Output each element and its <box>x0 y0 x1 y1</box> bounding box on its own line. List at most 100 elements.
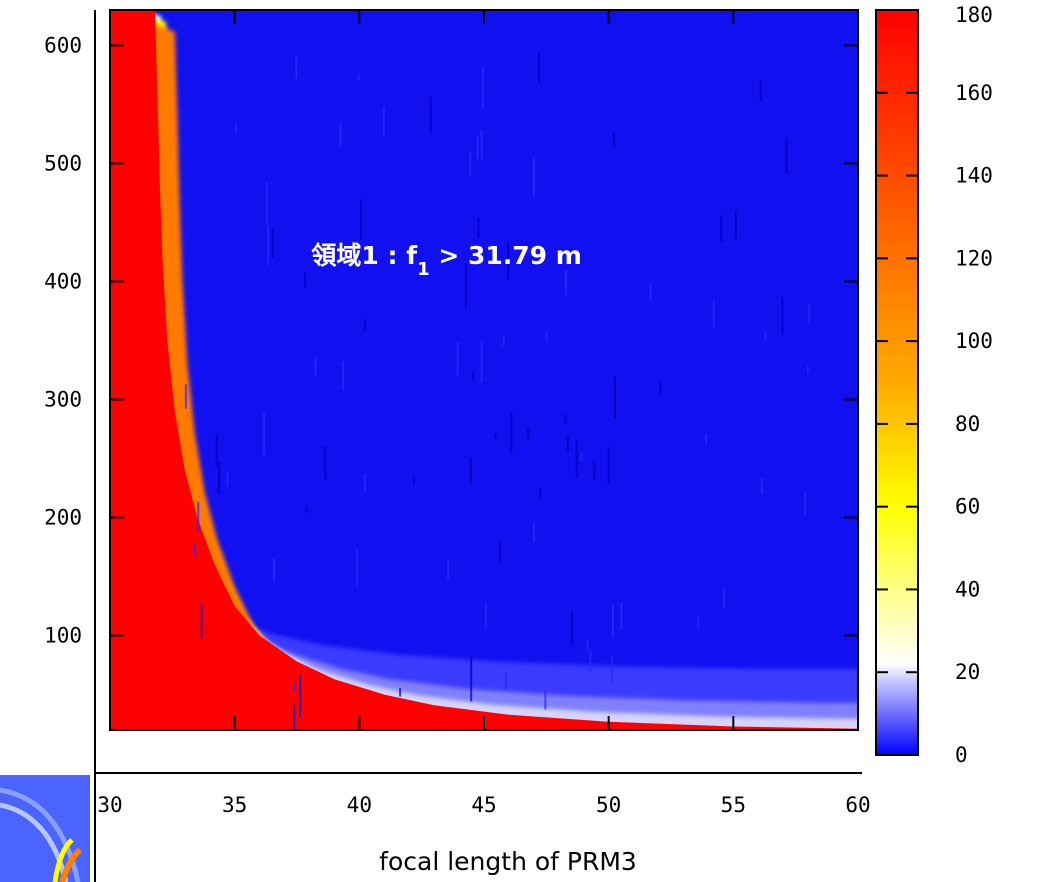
field-streak <box>570 611 573 645</box>
field-streak <box>712 300 715 328</box>
field-streak <box>482 67 484 109</box>
field-streak <box>480 340 483 383</box>
data-streaks <box>184 52 811 730</box>
field-streak <box>611 655 613 682</box>
field-streak <box>614 376 616 419</box>
field-streak <box>564 414 567 425</box>
field-red-region <box>110 10 858 730</box>
y-tick-label: 200 <box>44 506 82 530</box>
colorbar-tick-marks <box>876 91 918 674</box>
field-streak <box>494 432 497 439</box>
colorbar-gradient <box>875 9 919 756</box>
field-streak <box>507 241 510 280</box>
field-streak <box>293 704 296 730</box>
y-tick-label: 300 <box>44 388 82 412</box>
field-streak <box>197 501 200 533</box>
y-tick-label: 500 <box>44 151 82 175</box>
field-streak <box>565 269 567 296</box>
field-streak <box>357 74 360 81</box>
field-streak <box>510 412 513 455</box>
field-streak <box>532 522 535 542</box>
field-streak <box>575 440 578 478</box>
colorbar-tick-label: 40 <box>955 577 980 601</box>
x-axis-label: focal length of PRM3 <box>379 847 637 876</box>
field-streak <box>586 640 589 651</box>
field-streak <box>705 434 708 444</box>
colorbar-tick-label: 20 <box>955 660 980 684</box>
field-streak <box>804 491 806 516</box>
field-streak <box>184 384 187 409</box>
field-streak <box>539 488 542 501</box>
y-tick-label: 100 <box>44 624 82 648</box>
field-streak <box>720 215 723 243</box>
field-streak <box>200 604 203 639</box>
colorbar-tick-label: 180 <box>955 3 993 27</box>
x-tick-label: 50 <box>596 793 621 817</box>
x-tick-label: 35 <box>222 793 247 817</box>
field-streak <box>363 473 366 493</box>
field-streak <box>465 263 468 308</box>
field-streak <box>806 366 809 374</box>
y-tick-marks <box>110 44 858 637</box>
annotation-suffix: > 31.79 m <box>430 241 582 270</box>
field-streak <box>193 544 196 556</box>
field-streak <box>234 124 237 134</box>
field-streak <box>382 106 385 137</box>
field-streak <box>611 604 614 638</box>
field-streak <box>456 342 459 376</box>
x-tick-label: 40 <box>347 793 372 817</box>
field-streak <box>620 602 623 631</box>
field-streak <box>476 135 479 159</box>
field-streak <box>314 357 317 377</box>
field-streak <box>271 227 274 258</box>
field-streak <box>502 335 505 347</box>
field-streak <box>217 473 220 494</box>
x-tick-label: 30 <box>97 793 122 817</box>
field-streak <box>538 52 541 84</box>
field-streak <box>304 271 306 288</box>
field-streak <box>781 297 784 335</box>
plot-area <box>110 10 858 730</box>
field-streak <box>759 79 762 102</box>
annotation-prefix: 領域1 : f <box>311 241 418 270</box>
field-streak <box>480 129 483 160</box>
colorbar-tick-label: 0 <box>955 743 968 767</box>
y-tick-label: 400 <box>44 269 82 293</box>
field-streak <box>294 681 297 691</box>
field-streak <box>505 672 508 690</box>
y-tick-labels: 100 200 300 400 500 600 <box>44 33 82 647</box>
field-streak <box>226 471 229 487</box>
region-annotation: 領域1 : f1 > 31.79 m <box>311 241 581 280</box>
field-streak <box>566 434 569 453</box>
x-tick-label: 55 <box>721 793 746 817</box>
field-streak <box>273 558 275 583</box>
field-streak <box>527 427 530 439</box>
annotation-subscript: 1 <box>417 258 430 279</box>
colorbar-tick-label: 160 <box>955 81 993 105</box>
colorbar: 0 20 40 60 80 100 120 140 160 180 <box>875 3 993 767</box>
field-streak <box>267 224 270 265</box>
heat-field <box>110 10 858 730</box>
field-streak <box>484 602 487 629</box>
colorbar-tick-label: 100 <box>955 329 993 353</box>
field-streak <box>589 649 592 672</box>
field-streak <box>305 505 308 513</box>
field-streak <box>356 549 358 586</box>
field-streak <box>808 303 811 323</box>
field-streak <box>545 331 548 343</box>
field-streak <box>412 475 415 485</box>
field-streak <box>324 446 327 480</box>
field-streak <box>544 690 547 710</box>
field-streak <box>477 218 480 238</box>
field-streak <box>339 122 342 147</box>
field-streak <box>649 283 652 301</box>
field-streak <box>734 210 737 239</box>
colorbar-tick-label: 80 <box>955 412 980 436</box>
field-streak <box>785 137 788 174</box>
field-streak <box>342 361 345 391</box>
field-streak <box>263 412 266 457</box>
inset-plot-fragment <box>0 775 90 882</box>
field-streak <box>299 673 301 717</box>
colorbar-tick-label: 120 <box>955 246 993 270</box>
colorbar-tick-label: 140 <box>955 164 993 188</box>
